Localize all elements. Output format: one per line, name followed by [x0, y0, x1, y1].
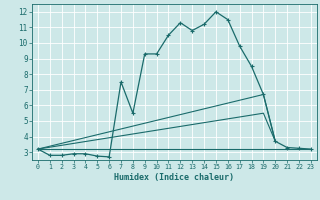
X-axis label: Humidex (Indice chaleur): Humidex (Indice chaleur): [115, 173, 234, 182]
